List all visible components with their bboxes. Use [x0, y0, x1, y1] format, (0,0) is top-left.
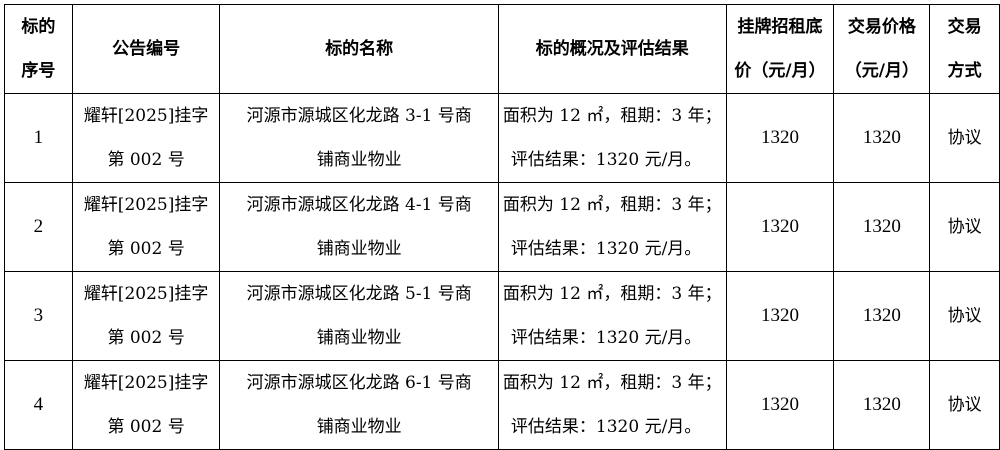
cell-name-line: 铺商业物业	[316, 417, 402, 437]
cell-notice-number-line: 第 002 号	[107, 417, 185, 437]
header-text: 标的名称	[325, 39, 394, 59]
cell-summary-line: 面积为 12 ㎡，租期：3 年；	[502, 195, 722, 215]
header-name: 标的名称	[219, 4, 499, 94]
cell-index: 3	[4, 271, 73, 361]
cell-summary: 面积为 12 ㎡，租期：3 年； 评估结果：1320 元/月。	[497, 360, 727, 450]
header-text: 标的概况及评估结果	[535, 39, 689, 59]
cell-summary-line: 评估结果：1320 元/月。	[510, 328, 702, 348]
cell-method: 协议	[929, 93, 1000, 183]
header-notice-number: 公告编号	[71, 4, 221, 94]
cell-summary: 面积为 12 ㎡，租期：3 年； 评估结果：1320 元/月。	[497, 93, 727, 183]
cell-name-line: 铺商业物业	[316, 150, 402, 170]
cell-notice-number: 耀轩[2025]挂字第 002 号	[71, 360, 221, 450]
header-deal-price: 交易价格 （元/月）	[833, 4, 931, 94]
cell-name-line: 铺商业物业	[316, 328, 402, 348]
cell-base-price: 1320	[725, 93, 835, 183]
cell-index: 4	[4, 360, 73, 450]
cell-notice-number: 耀轩[2025]挂字第 002 号	[71, 271, 221, 361]
cell-name-line: 河源市源城区化龙路 6-1 号商	[246, 373, 472, 393]
cell-name-line: 河源市源城区化龙路 5-1 号商	[246, 284, 472, 304]
cell-base-price: 1320	[725, 271, 835, 361]
header-text: 挂牌招租底	[737, 17, 823, 37]
cell-deal-price: 1320	[833, 93, 931, 183]
cell-index: 2	[4, 182, 73, 272]
header-text: 价（元/月）	[734, 61, 826, 81]
table-header-row: 标的序号 公告编号 标的名称 标的概况及评估结果 挂牌招租底价（元/月） 交易价…	[4, 4, 1000, 94]
cell-index: 1	[4, 93, 73, 183]
header-text: 公告编号	[112, 39, 181, 59]
cell-name: 河源市源城区化龙路 6-1 号商 铺商业物业	[219, 360, 499, 450]
cell-name-line: 河源市源城区化龙路 4-1 号商	[246, 195, 472, 215]
cell-method: 协议	[929, 182, 1000, 272]
header-text: 交易价格	[847, 17, 916, 37]
header-text: 序号	[21, 61, 56, 81]
cell-summary-line: 评估结果：1320 元/月。	[510, 417, 702, 437]
table-row: 1 耀轩[2025]挂字第 002 号河源市源城区化龙路 3-1 号商 铺商业物业面…	[4, 93, 1000, 183]
listing-results-table: 标的序号 公告编号 标的名称 标的概况及评估结果 挂牌招租底价（元/月） 交易价…	[4, 4, 1000, 450]
cell-notice-number-line: 耀轩[2025]挂字	[83, 195, 209, 215]
table-row: 3 耀轩[2025]挂字第 002 号河源市源城区化龙路 5-1 号商 铺商业物业面…	[4, 271, 1000, 361]
cell-notice-number: 耀轩[2025]挂字第 002 号	[71, 93, 221, 183]
cell-notice-number-line: 耀轩[2025]挂字	[83, 284, 209, 304]
cell-name: 河源市源城区化龙路 3-1 号商 铺商业物业	[219, 93, 499, 183]
header-text: 标的	[21, 17, 56, 37]
cell-summary-line: 面积为 12 ㎡，租期：3 年；	[502, 106, 722, 126]
cell-summary-line: 面积为 12 ㎡，租期：3 年；	[502, 284, 722, 304]
cell-name: 河源市源城区化龙路 4-1 号商 铺商业物业	[219, 182, 499, 272]
header-summary: 标的概况及评估结果	[497, 4, 727, 94]
cell-deal-price: 1320	[833, 271, 931, 361]
cell-name: 河源市源城区化龙路 5-1 号商 铺商业物业	[219, 271, 499, 361]
table-row: 4 耀轩[2025]挂字第 002 号河源市源城区化龙路 6-1 号商 铺商业物业面…	[4, 360, 1000, 450]
cell-deal-price: 1320	[833, 360, 931, 450]
cell-deal-price: 1320	[833, 182, 931, 272]
cell-method: 协议	[929, 360, 1000, 450]
cell-notice-number-line: 第 002 号	[107, 328, 185, 348]
table-row: 2 耀轩[2025]挂字第 002 号河源市源城区化龙路 4-1 号商 铺商业物业面…	[4, 182, 1000, 272]
cell-method: 协议	[929, 271, 1000, 361]
cell-notice-number-line: 耀轩[2025]挂字	[83, 373, 209, 393]
cell-notice-number: 耀轩[2025]挂字第 002 号	[71, 182, 221, 272]
header-text: （元/月）	[844, 61, 919, 81]
cell-summary-line: 面积为 12 ㎡，租期：3 年；	[502, 373, 722, 393]
cell-notice-number-line: 第 002 号	[107, 150, 185, 170]
cell-summary-line: 评估结果：1320 元/月。	[510, 150, 702, 170]
cell-summary-line: 评估结果：1320 元/月。	[510, 239, 702, 259]
cell-summary: 面积为 12 ㎡，租期：3 年； 评估结果：1320 元/月。	[497, 271, 727, 361]
header-base-price: 挂牌招租底价（元/月）	[725, 4, 835, 94]
cell-name-line: 铺商业物业	[316, 239, 402, 259]
header-method: 交易 方式	[929, 4, 1000, 94]
cell-summary: 面积为 12 ㎡，租期：3 年； 评估结果：1320 元/月。	[497, 182, 727, 272]
cell-name-line: 河源市源城区化龙路 3-1 号商	[246, 106, 472, 126]
cell-base-price: 1320	[725, 182, 835, 272]
cell-notice-number-line: 第 002 号	[107, 239, 185, 259]
header-text: 方式	[947, 61, 982, 81]
header-index: 标的 序号	[4, 4, 73, 94]
cell-base-price: 1320	[725, 360, 835, 450]
cell-notice-number-line: 耀轩[2025]挂字	[83, 106, 209, 126]
header-text: 交易	[947, 17, 982, 37]
